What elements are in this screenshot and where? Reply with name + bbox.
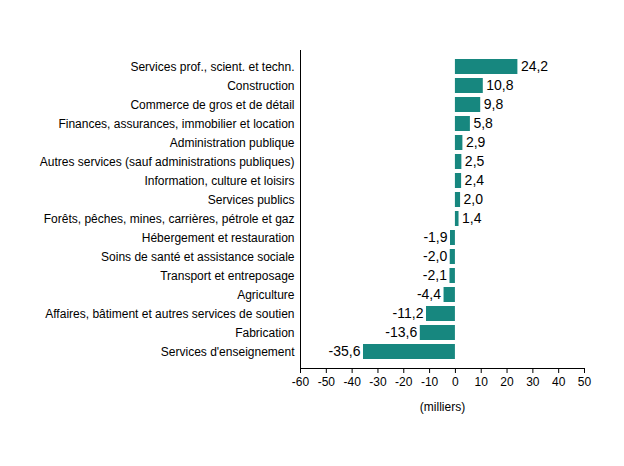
svg-text:5,8: 5,8 bbox=[473, 115, 493, 131]
svg-text:Forêts, pêches, mines, carrièr: Forêts, pêches, mines, carrières, pétrol… bbox=[44, 212, 295, 226]
svg-text:(milliers): (milliers) bbox=[420, 400, 465, 414]
svg-text:Affaires, bâtiment et autres s: Affaires, bâtiment et autres services de… bbox=[45, 307, 294, 321]
svg-text:Autres services (sauf administ: Autres services (sauf administrations pu… bbox=[40, 155, 295, 169]
svg-text:20: 20 bbox=[500, 375, 514, 389]
svg-text:Soins de santé et assistance s: Soins de santé et assistance sociale bbox=[101, 250, 295, 264]
svg-text:-20: -20 bbox=[395, 375, 413, 389]
svg-text:-60: -60 bbox=[292, 375, 310, 389]
svg-text:-13,6: -13,6 bbox=[385, 324, 417, 340]
svg-text:50: 50 bbox=[578, 375, 592, 389]
svg-text:-50: -50 bbox=[318, 375, 336, 389]
svg-text:Agriculture: Agriculture bbox=[237, 288, 295, 302]
svg-text:Services d'enseignement: Services d'enseignement bbox=[161, 345, 295, 359]
svg-text:Services prof., scient. et tec: Services prof., scient. et techn. bbox=[130, 60, 294, 74]
svg-text:Commerce de gros et de détail: Commerce de gros et de détail bbox=[130, 98, 294, 112]
svg-text:2,9: 2,9 bbox=[466, 134, 486, 150]
svg-text:9,8: 9,8 bbox=[484, 96, 504, 112]
svg-text:-1,9: -1,9 bbox=[423, 229, 447, 245]
svg-text:24,2: 24,2 bbox=[521, 58, 548, 74]
svg-text:Construction: Construction bbox=[227, 79, 294, 93]
svg-text:Information, culture et loisir: Information, culture et loisirs bbox=[144, 174, 294, 188]
svg-text:Fabrication: Fabrication bbox=[235, 326, 294, 340]
svg-text:-4,4: -4,4 bbox=[417, 286, 441, 302]
svg-text:2,0: 2,0 bbox=[464, 191, 484, 207]
svg-text:-40: -40 bbox=[343, 375, 361, 389]
svg-text:10: 10 bbox=[475, 375, 489, 389]
svg-text:-35,6: -35,6 bbox=[329, 343, 361, 359]
svg-text:-11,2: -11,2 bbox=[393, 305, 424, 321]
svg-text:0: 0 bbox=[452, 375, 459, 389]
svg-text:1,4: 1,4 bbox=[462, 210, 482, 226]
svg-text:2,4: 2,4 bbox=[465, 172, 485, 188]
svg-text:30: 30 bbox=[526, 375, 540, 389]
svg-text:Services publics: Services publics bbox=[208, 193, 295, 207]
svg-text:-2,0: -2,0 bbox=[423, 248, 447, 264]
svg-text:Finances, assurances, immobili: Finances, assurances, immobilier et loca… bbox=[58, 117, 294, 131]
svg-text:-2,1: -2,1 bbox=[423, 267, 447, 283]
svg-text:Transport et entreposage: Transport et entreposage bbox=[160, 269, 295, 283]
svg-text:-10: -10 bbox=[421, 375, 439, 389]
svg-text:Hébergement et restauration: Hébergement et restauration bbox=[142, 231, 295, 245]
svg-text:40: 40 bbox=[552, 375, 566, 389]
svg-text:10,8: 10,8 bbox=[486, 77, 513, 93]
svg-text:2,5: 2,5 bbox=[465, 153, 485, 169]
svg-text:-30: -30 bbox=[369, 375, 387, 389]
svg-text:Administration publique: Administration publique bbox=[170, 136, 295, 150]
